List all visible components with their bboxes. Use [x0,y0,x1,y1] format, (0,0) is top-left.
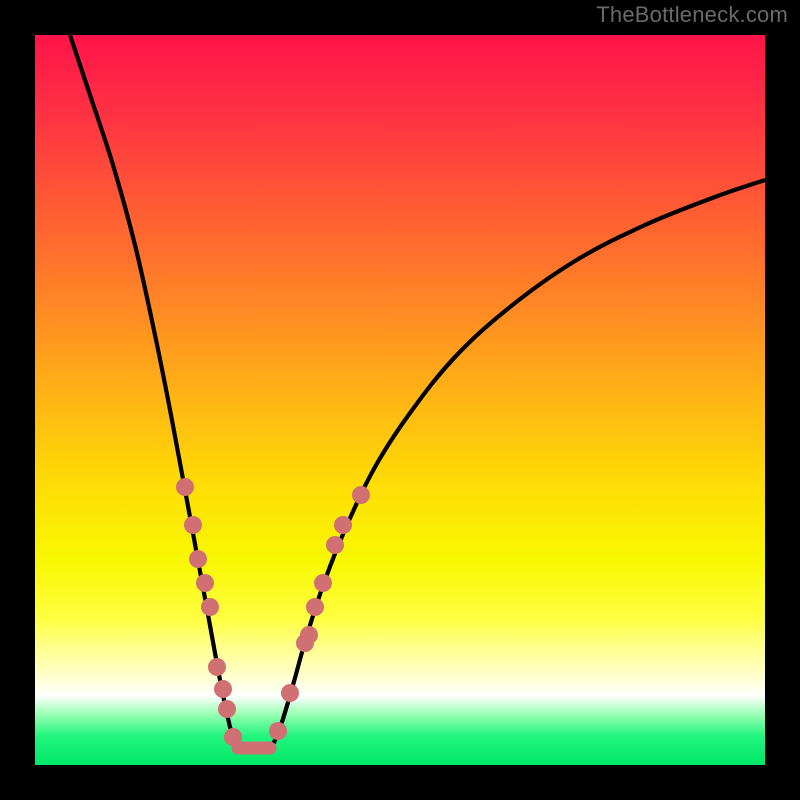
data-marker [189,550,207,568]
data-marker [176,478,194,496]
left-curve [70,35,236,747]
data-marker [218,700,236,718]
data-marker [201,598,219,616]
data-marker [208,658,226,676]
bottleneck-curve [35,35,765,765]
data-marker [214,680,232,698]
watermark-text: TheBottleneck.com [596,2,788,28]
data-marker [326,536,344,554]
data-marker [306,598,324,616]
plot-area [35,35,765,765]
data-marker [196,574,214,592]
data-marker [281,684,299,702]
data-marker [314,574,332,592]
data-marker [334,516,352,534]
data-marker [184,516,202,534]
data-marker [224,728,242,746]
chart-frame: TheBottleneck.com [0,0,800,800]
right-curve [272,180,765,747]
data-marker [352,486,370,504]
data-marker [300,626,318,644]
data-marker [269,722,287,740]
